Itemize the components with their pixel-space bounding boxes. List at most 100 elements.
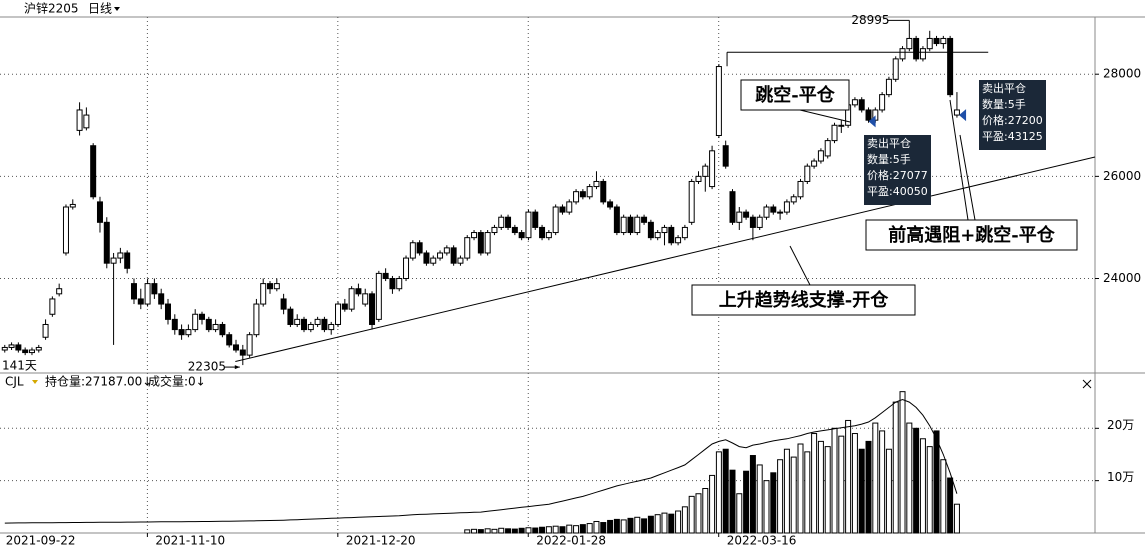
candle-body <box>749 216 756 228</box>
candle-body <box>947 37 954 96</box>
candle-body <box>953 109 960 116</box>
x-tick-label: 2021-11-10 <box>155 534 225 548</box>
volume-bar <box>498 527 505 534</box>
candle-body <box>756 216 763 228</box>
volume-bar <box>525 527 532 534</box>
volume-bar <box>586 523 593 534</box>
candle-body <box>56 288 63 295</box>
trade-marker <box>868 115 876 128</box>
candle-body <box>817 150 824 162</box>
candle-body <box>267 283 274 290</box>
candle-body <box>314 318 321 325</box>
candle-body <box>573 191 580 203</box>
volume-bar <box>647 515 654 534</box>
volume-bar <box>926 446 933 534</box>
symbol[interactable]: 沪锌2205 <box>24 2 79 16</box>
candle-body <box>811 160 818 167</box>
trade-info-box <box>979 80 1046 150</box>
trade-info: 数量:5手 <box>982 97 1026 111</box>
candle-body <box>362 293 369 305</box>
candle-body <box>22 349 29 354</box>
volume-bar <box>933 430 940 534</box>
y-tick-label: 24000 <box>1103 271 1141 285</box>
candle-body <box>892 58 899 80</box>
period[interactable]: 日线 <box>88 2 112 16</box>
candle-body <box>620 216 627 234</box>
note-box <box>691 284 916 316</box>
y-tick-label: 28000 <box>1103 67 1141 81</box>
close-button[interactable] <box>1082 379 1092 389</box>
candle-body <box>913 37 920 60</box>
candle-body <box>566 201 573 213</box>
trade-info: 卖出平仓 <box>867 136 911 150</box>
indicator-name[interactable]: CJL <box>5 375 24 389</box>
candle-body <box>226 334 233 346</box>
indicator-value: 成交量:0↓ <box>148 374 206 389</box>
candle-body <box>171 318 178 331</box>
candle-body <box>1 346 8 351</box>
volume-bar <box>471 528 478 534</box>
volume-bar <box>464 529 471 534</box>
candle-body <box>532 211 539 228</box>
volume-bar <box>593 520 600 534</box>
volume-bar <box>770 472 777 534</box>
period-dropdown[interactable] <box>114 7 120 11</box>
candle-body <box>35 346 42 351</box>
candle-body <box>688 180 695 223</box>
candle-body <box>130 283 137 300</box>
candle-body <box>695 175 702 182</box>
x-tick-label: 2021-12-20 <box>346 534 416 548</box>
volume-bar <box>539 526 546 534</box>
volume-bar <box>573 525 580 534</box>
candle-body <box>233 344 240 351</box>
candle-body <box>328 323 335 331</box>
candle-body <box>471 232 478 239</box>
candle-body <box>647 221 654 239</box>
candle-body <box>885 78 892 96</box>
candle-body <box>552 206 559 234</box>
volume-bar <box>858 448 865 534</box>
candle-body <box>335 303 342 325</box>
candle-body <box>164 303 171 320</box>
candle-body <box>443 247 450 254</box>
volume-bar <box>919 438 926 534</box>
candle-body <box>681 226 688 239</box>
candle-body <box>49 298 56 315</box>
candle-body <box>103 221 110 264</box>
candle-body <box>539 226 546 239</box>
candle-body <box>851 99 858 106</box>
volume-bar <box>879 430 886 534</box>
candle-body <box>178 329 185 336</box>
candle-body <box>450 247 457 264</box>
note-pointer <box>789 245 811 286</box>
candle-body <box>239 349 246 356</box>
candle-body <box>416 242 423 254</box>
candle-body <box>205 318 212 331</box>
candle-body <box>831 124 838 142</box>
candle-body <box>423 252 430 264</box>
candle-body <box>668 226 675 244</box>
candle-body <box>879 94 886 111</box>
candle-body <box>783 201 790 213</box>
indicator-dropdown[interactable] <box>32 380 38 384</box>
candle-body <box>341 303 348 310</box>
volume-bar <box>953 503 960 534</box>
day-count: 141天 <box>2 359 37 373</box>
candle-body <box>117 252 124 259</box>
candle-body <box>579 191 586 198</box>
candle-body <box>518 232 525 239</box>
volume-bar <box>736 493 743 534</box>
volume-bar <box>885 448 892 534</box>
candle-body <box>804 165 811 182</box>
volume-bar <box>729 469 736 534</box>
candle-body <box>709 150 716 188</box>
note: 前高遇阻+跳空-平仓 <box>888 224 1056 246</box>
candle-body <box>253 303 260 336</box>
candle-body <box>110 257 117 264</box>
open-interest-line <box>4 398 958 524</box>
candle-body <box>273 283 280 290</box>
volume-bar <box>600 522 607 534</box>
trade-marker <box>959 109 967 122</box>
